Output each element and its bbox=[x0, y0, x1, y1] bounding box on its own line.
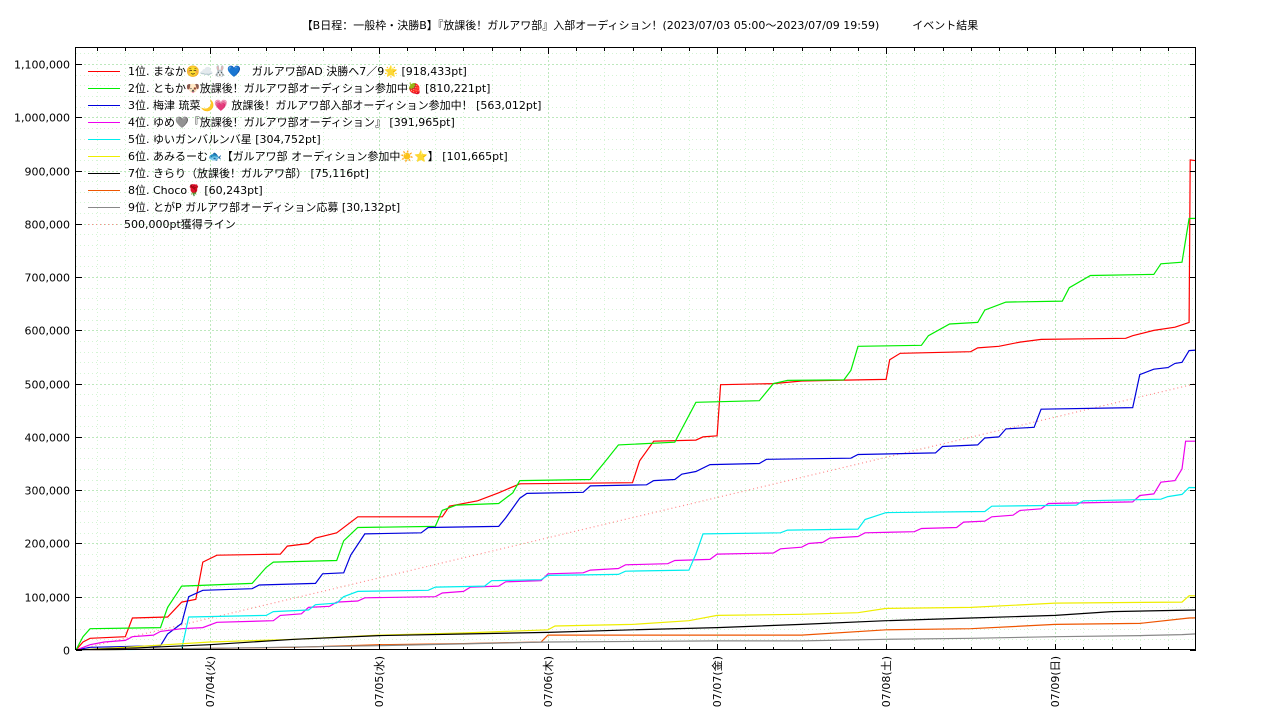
legend: 1位. まなか☺️☁️🐰💙 ガルアワ部AD 決勝へ7／9🌟 [918,433pt… bbox=[88, 64, 541, 231]
legend-label: 2位. ともか🐶放課後！ガルアワ部オーディション参加中🍓 [810,221pt] bbox=[128, 81, 490, 95]
legend-label: 5位. ゆいガンバルンバ星 [304,752pt] bbox=[128, 132, 321, 146]
x-tick-label: 07/07(金) bbox=[710, 656, 724, 707]
series-line-2 bbox=[75, 217, 1197, 651]
axis-layer: 0 100,000 200,000 300,000 400,000 500,000 600,… bbox=[14, 48, 1196, 707]
series-layer bbox=[75, 159, 1197, 651]
y-tick-label: 1,000,000 bbox=[14, 112, 70, 125]
series-line-4 bbox=[75, 440, 1196, 651]
plot-frame bbox=[75, 47, 1196, 650]
x-tick-label: 07/08(土) bbox=[880, 656, 893, 707]
legend-label: 500,000pt獲得ライン bbox=[124, 218, 236, 231]
series-line-8 bbox=[75, 617, 1197, 651]
y-tick-label: 600,000 bbox=[25, 325, 71, 338]
series-line-1 bbox=[75, 159, 1197, 651]
x-tick-label: 07/09(日) bbox=[1049, 656, 1062, 707]
x-tick-label: 07/06(木) bbox=[542, 656, 555, 707]
series-line-7 bbox=[75, 609, 1197, 651]
legend-label: 8位. Choco🌹 [60,243pt] bbox=[128, 183, 263, 197]
legend-label: 1位. まなか☺️☁️🐰💙 ガルアワ部AD 決勝へ7／9🌟 [918,433pt… bbox=[128, 64, 467, 78]
y-tick-label: 0 bbox=[63, 645, 70, 658]
y-tick-label: 1,100,000 bbox=[14, 59, 70, 72]
y-tick-label: 900,000 bbox=[25, 166, 71, 179]
chart-title: 【B日程：一般枠・決勝B】『放課後！ガルアワ部』入部オーディション！(2023/… bbox=[301, 19, 979, 32]
legend-label: 3位. 梅津 琉菜🌙💗 放課後！ガルアワ部入部オーディション参加中！ [563,… bbox=[128, 98, 541, 112]
y-tick-label: 700,000 bbox=[25, 272, 71, 285]
legend-label: 4位. ゆめ🩶『放課後！ガルアワ部オーディション』 [391,965pt] bbox=[128, 115, 455, 129]
series-line-9 bbox=[75, 633, 1197, 651]
y-tick-label: 200,000 bbox=[25, 538, 71, 551]
y-tick-label: 300,000 bbox=[25, 485, 71, 498]
series-line-3 bbox=[75, 349, 1197, 651]
legend-label: 7位. きらり（放課後！ガルアワ部） [75,116pt] bbox=[128, 166, 369, 180]
x-tick-label: 07/04(火) bbox=[204, 656, 217, 707]
y-tick-label: 800,000 bbox=[25, 219, 71, 232]
grid-layer bbox=[76, 48, 1196, 650]
legend-label: 6位. あみるーむ🐟【ガルアワ部 オーディション参加中☀️⭐️】 [101,66… bbox=[128, 149, 508, 163]
y-tick-label: 400,000 bbox=[25, 432, 71, 445]
x-tick-label: 07/05(水) bbox=[373, 656, 386, 707]
y-tick-label: 500,000 bbox=[25, 379, 71, 392]
y-tick-label: 100,000 bbox=[25, 592, 71, 605]
legend-label: 9位. とがP ガルアワ部オーディション応募 [30,132pt] bbox=[128, 200, 400, 214]
series-line-5 bbox=[75, 486, 1197, 651]
